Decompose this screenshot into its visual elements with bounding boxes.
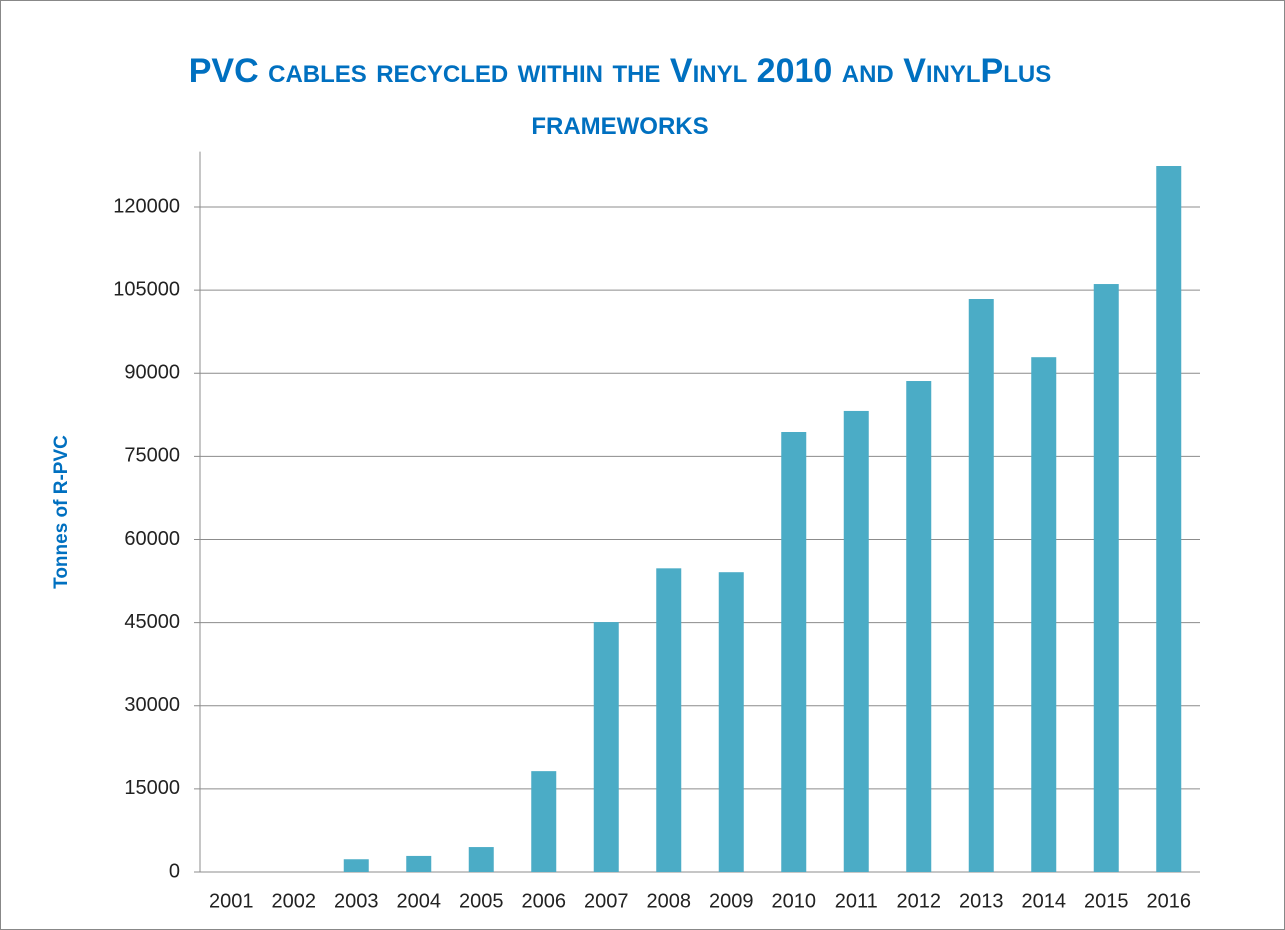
chart-title: PVC cables recycled within the Vinyl 201… bbox=[188, 52, 1052, 142]
x-tick-label: 2010 bbox=[772, 890, 817, 912]
x-tick-label: 2004 bbox=[397, 890, 442, 912]
bar bbox=[843, 410, 869, 872]
x-tick-label: 2001 bbox=[209, 890, 254, 912]
x-tick-label: 2006 bbox=[522, 890, 567, 912]
bar bbox=[968, 299, 994, 873]
bar bbox=[531, 771, 557, 872]
x-tick-label: 2013 bbox=[959, 890, 1004, 912]
y-tick-label: 0 bbox=[169, 860, 180, 882]
bar bbox=[593, 622, 619, 872]
y-tick-label: 30000 bbox=[124, 694, 180, 716]
bar bbox=[718, 572, 744, 872]
bar bbox=[1031, 357, 1057, 873]
bar bbox=[468, 847, 494, 872]
x-tick-label: 2002 bbox=[272, 890, 317, 912]
x-tick-label: 2015 bbox=[1084, 890, 1129, 912]
y-tick-label: 15000 bbox=[124, 777, 180, 799]
bar bbox=[906, 381, 932, 872]
y-tick-label: 60000 bbox=[124, 528, 180, 550]
x-tick-label: 2011 bbox=[835, 890, 878, 912]
y-tick-label: 45000 bbox=[124, 611, 180, 633]
x-tick-label: 2016 bbox=[1147, 890, 1192, 912]
bar bbox=[406, 855, 432, 872]
x-tick-label: 2014 bbox=[1022, 890, 1067, 912]
bar bbox=[656, 568, 682, 872]
x-tick-label: 2008 bbox=[647, 890, 692, 912]
x-tick-label: 2009 bbox=[709, 890, 754, 912]
bar bbox=[1156, 166, 1182, 872]
y-tick-label: 75000 bbox=[124, 445, 180, 467]
y-tick-label: 105000 bbox=[113, 278, 180, 300]
bar bbox=[1093, 284, 1119, 873]
bar bbox=[343, 859, 369, 872]
y-axis-label: Tonnes of R-PVC bbox=[51, 435, 72, 589]
x-tick-label: 2005 bbox=[459, 890, 504, 912]
x-tick-label: 2003 bbox=[334, 890, 379, 912]
x-tick-label: 2012 bbox=[897, 890, 942, 912]
bar bbox=[781, 432, 807, 872]
x-tick-label: 2007 bbox=[584, 890, 629, 912]
y-tick-label: 120000 bbox=[113, 195, 180, 217]
y-tick-label: 90000 bbox=[124, 362, 180, 384]
